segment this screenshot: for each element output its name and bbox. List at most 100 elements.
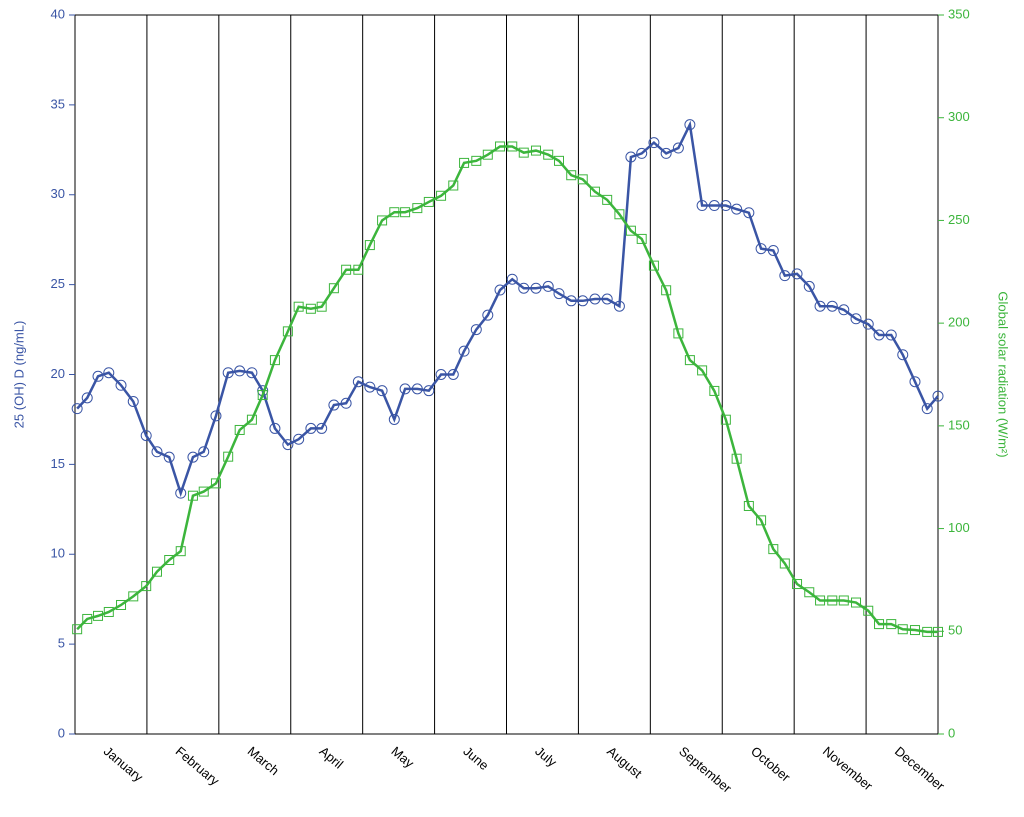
marker xyxy=(708,200,720,212)
marker xyxy=(471,155,482,166)
marker xyxy=(151,446,163,458)
y-tick-label: 0 xyxy=(58,725,65,740)
x-tick-label: February xyxy=(173,743,223,788)
marker xyxy=(684,119,696,131)
marker xyxy=(648,137,660,149)
marker xyxy=(553,288,565,300)
marker xyxy=(399,383,411,395)
y-tick-label: 10 xyxy=(51,546,65,561)
marker xyxy=(850,313,862,325)
marker xyxy=(731,453,742,464)
marker xyxy=(755,243,767,255)
marker xyxy=(316,301,327,312)
marker xyxy=(93,610,104,621)
marker xyxy=(518,282,530,294)
marker xyxy=(506,273,518,285)
marker xyxy=(175,487,187,499)
y-tick-label: 35 xyxy=(51,96,65,111)
x-tick-label: May xyxy=(388,743,417,771)
marker xyxy=(672,142,684,154)
y2-tick-label: 0 xyxy=(948,725,955,740)
marker xyxy=(223,451,234,462)
marker xyxy=(423,385,435,397)
marker xyxy=(269,355,280,366)
marker xyxy=(305,303,316,314)
marker xyxy=(282,439,294,451)
marker xyxy=(352,376,364,388)
y2-tick-label: 350 xyxy=(948,6,970,21)
marker xyxy=(234,365,246,377)
marker xyxy=(660,147,672,159)
marker xyxy=(863,605,874,616)
marker xyxy=(305,422,317,434)
marker xyxy=(116,599,127,610)
y-tick-label: 30 xyxy=(51,186,65,201)
marker xyxy=(897,349,909,361)
marker xyxy=(743,207,755,219)
marker xyxy=(530,282,542,294)
marker xyxy=(518,147,529,158)
marker xyxy=(602,194,613,205)
marker xyxy=(364,381,376,393)
marker xyxy=(389,207,400,218)
marker xyxy=(187,451,199,463)
marker xyxy=(412,203,423,214)
marker xyxy=(909,625,920,636)
y-tick-label: 20 xyxy=(51,366,65,381)
marker xyxy=(625,151,637,163)
y2-tick-label: 150 xyxy=(948,417,970,432)
x-tick-label: October xyxy=(748,743,794,785)
marker xyxy=(720,414,731,425)
y2-tick-label: 300 xyxy=(948,109,970,124)
marker xyxy=(661,285,672,296)
marker xyxy=(768,544,779,555)
x-tick-label: January xyxy=(101,743,146,785)
marker xyxy=(448,180,459,191)
marker xyxy=(874,619,885,630)
marker xyxy=(423,196,434,207)
marker xyxy=(673,328,684,339)
marker xyxy=(316,422,328,434)
y-axis-title: 25 (OH) D (ng/mL) xyxy=(11,321,26,429)
marker xyxy=(803,280,815,292)
marker xyxy=(838,304,850,316)
marker xyxy=(293,433,305,445)
marker xyxy=(411,383,423,395)
marker xyxy=(388,413,400,425)
marker xyxy=(636,147,648,159)
marker xyxy=(222,367,234,379)
marker xyxy=(282,326,293,337)
marker xyxy=(293,301,304,312)
marker xyxy=(614,209,625,220)
marker xyxy=(458,345,470,357)
marker xyxy=(163,451,175,463)
marker xyxy=(756,515,767,526)
y-tick-label: 40 xyxy=(51,6,65,21)
marker xyxy=(885,329,897,341)
x-tick-label: March xyxy=(245,743,282,778)
marker xyxy=(495,141,506,152)
marker xyxy=(82,613,93,624)
marker xyxy=(482,149,493,160)
marker xyxy=(494,284,506,296)
marker xyxy=(838,595,849,606)
marker xyxy=(543,149,554,160)
y-tick-label: 15 xyxy=(51,456,65,471)
marker xyxy=(684,355,695,366)
marker xyxy=(210,410,222,422)
marker xyxy=(814,300,826,312)
marker xyxy=(932,390,944,402)
marker xyxy=(743,500,754,511)
marker xyxy=(709,385,720,396)
marker xyxy=(625,225,636,236)
marker xyxy=(696,200,708,212)
y2-tick-label: 200 xyxy=(948,315,970,330)
marker xyxy=(141,581,152,592)
marker xyxy=(175,546,186,557)
x-tick-label: November xyxy=(820,743,876,793)
marker xyxy=(436,190,447,201)
marker xyxy=(804,587,815,598)
marker xyxy=(103,367,115,379)
marker xyxy=(565,295,577,307)
